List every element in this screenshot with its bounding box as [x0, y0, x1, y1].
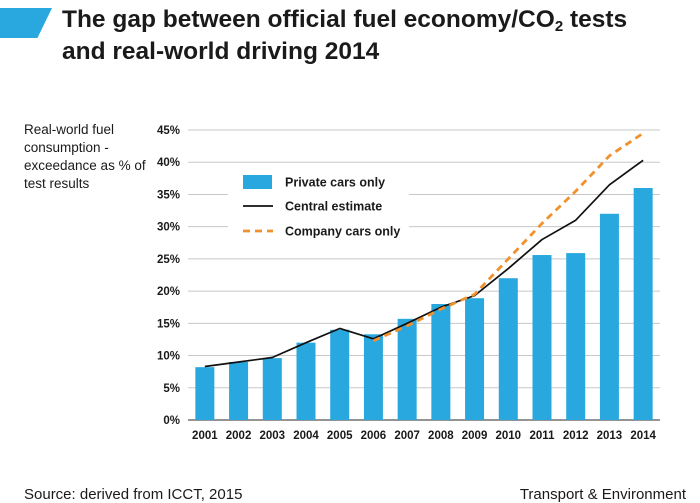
y-tick-label: 0%	[163, 415, 180, 427]
x-tick-label: 2010	[495, 430, 521, 442]
bar-private-cars	[296, 342, 316, 420]
y-tick-label: 20%	[157, 286, 180, 298]
y-tick-labels: 0% 5% 10% 15% 20% 25% 30% 35% 40% 45%	[157, 125, 180, 427]
y-tick-label: 25%	[157, 254, 180, 266]
legend-label: Central estimate	[285, 200, 382, 214]
bar-private-cars	[566, 253, 586, 420]
y-tick-label: 15%	[157, 318, 180, 330]
bar-private-cars	[599, 213, 619, 420]
x-tick-label: 2011	[530, 430, 556, 442]
bar-private-cars	[229, 362, 249, 420]
title-line1-end: tests	[563, 6, 628, 33]
y-tick-label: 40%	[157, 157, 180, 169]
bar-private-cars	[498, 278, 518, 420]
bar-private-cars	[363, 334, 383, 420]
line-central-estimate	[204, 159, 644, 368]
chart-title: The gap between official fuel economy/CO…	[62, 4, 692, 68]
y-tick-label: 45%	[157, 125, 180, 137]
legend-label: Private cars only	[285, 176, 385, 190]
y-tick-label: 5%	[163, 383, 180, 395]
x-tick-label: 2007	[394, 430, 420, 442]
source-note: Source: derived from ICCT, 2015	[24, 486, 243, 503]
x-tick-label: 2008	[428, 430, 454, 442]
bar-series	[195, 188, 653, 420]
title-subscript: 2	[554, 18, 564, 35]
y-tick-label: 35%	[157, 189, 180, 201]
legend: Private cars only Central estimate Company…	[228, 168, 409, 246]
legend-swatch-private	[243, 175, 272, 189]
bar-private-cars	[532, 255, 552, 420]
x-tick-labels: 2001 2002 2003 2004 2005 2006 2007 2008 2009 2010…	[192, 430, 656, 442]
x-tick-label: 2002	[226, 430, 252, 442]
x-tick-label: 2014	[630, 430, 656, 442]
y-axis-label: Real-world fuel consumption - exceedance…	[24, 122, 146, 191]
line-series	[204, 132, 644, 368]
x-tick-label: 2005	[327, 430, 353, 442]
y-tick-label: 30%	[157, 222, 180, 234]
bar-private-cars	[633, 188, 653, 420]
bar-private-cars	[431, 304, 451, 420]
legend-label: Company cars only	[285, 225, 400, 239]
x-tick-label: 2006	[361, 430, 387, 442]
publisher-credit: Transport & Environment	[519, 486, 686, 503]
title-line1: The gap between official fuel economy/CO	[62, 6, 555, 33]
bar-private-cars	[397, 318, 417, 420]
x-tick-label: 2001	[192, 430, 218, 442]
line-company-cars	[372, 132, 644, 343]
title-line2: and real-world driving 2014	[62, 38, 380, 65]
bar-private-cars	[330, 329, 350, 420]
bar-private-cars	[465, 298, 485, 420]
x-tick-label: 2012	[563, 430, 589, 442]
x-tick-label: 2004	[293, 430, 319, 442]
bar-private-cars	[262, 358, 282, 420]
bar-private-cars	[195, 367, 215, 420]
x-tick-label: 2009	[462, 430, 488, 442]
x-tick-label: 2013	[597, 430, 623, 442]
y-tick-label: 10%	[157, 351, 180, 363]
x-tick-label: 2003	[259, 430, 285, 442]
